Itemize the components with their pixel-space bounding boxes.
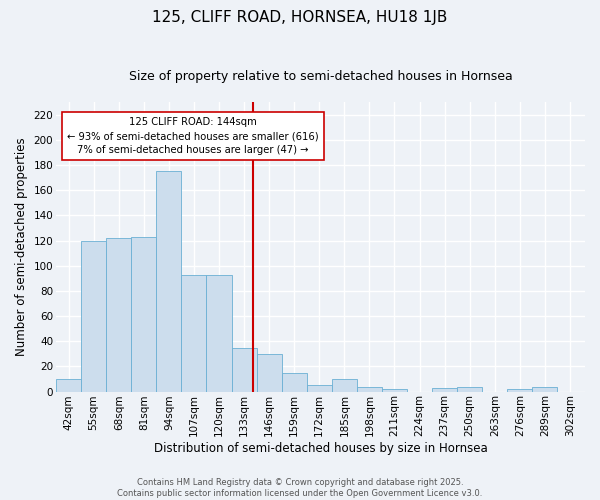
Bar [206, 274, 232, 392]
Bar [432, 388, 457, 392]
Bar [232, 348, 257, 392]
Bar [357, 386, 382, 392]
Bar [257, 354, 281, 392]
X-axis label: Distribution of semi-detached houses by size in Hornsea: Distribution of semi-detached houses by … [154, 442, 487, 455]
Text: 125, CLIFF ROAD, HORNSEA, HU18 1JB: 125, CLIFF ROAD, HORNSEA, HU18 1JB [152, 10, 448, 25]
Bar [532, 386, 557, 392]
Text: 125 CLIFF ROAD: 144sqm
← 93% of semi-detached houses are smaller (616)
7% of sem: 125 CLIFF ROAD: 144sqm ← 93% of semi-det… [67, 118, 319, 156]
Bar [281, 372, 307, 392]
Bar [307, 386, 332, 392]
Bar [457, 386, 482, 392]
Bar [507, 389, 532, 392]
Y-axis label: Number of semi-detached properties: Number of semi-detached properties [15, 138, 28, 356]
Bar [131, 237, 157, 392]
Bar [157, 172, 181, 392]
Bar [382, 389, 407, 392]
Text: Contains HM Land Registry data © Crown copyright and database right 2025.
Contai: Contains HM Land Registry data © Crown c… [118, 478, 482, 498]
Bar [56, 379, 81, 392]
Bar [181, 274, 206, 392]
Bar [332, 379, 357, 392]
Bar [106, 238, 131, 392]
Title: Size of property relative to semi-detached houses in Hornsea: Size of property relative to semi-detach… [128, 70, 512, 83]
Bar [81, 240, 106, 392]
